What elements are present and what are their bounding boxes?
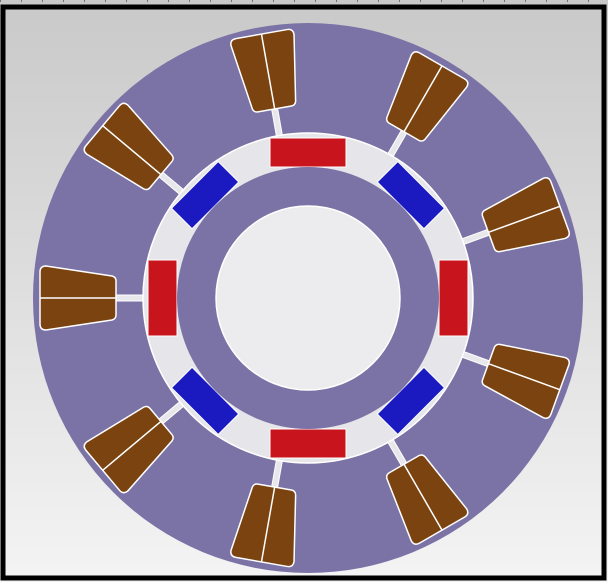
- shaft-hole: [215, 205, 401, 391]
- magnet: [269, 137, 347, 168]
- magnet: [438, 259, 469, 337]
- magnet: [269, 428, 347, 459]
- magnet: [147, 259, 178, 337]
- frame: [0, 4, 607, 581]
